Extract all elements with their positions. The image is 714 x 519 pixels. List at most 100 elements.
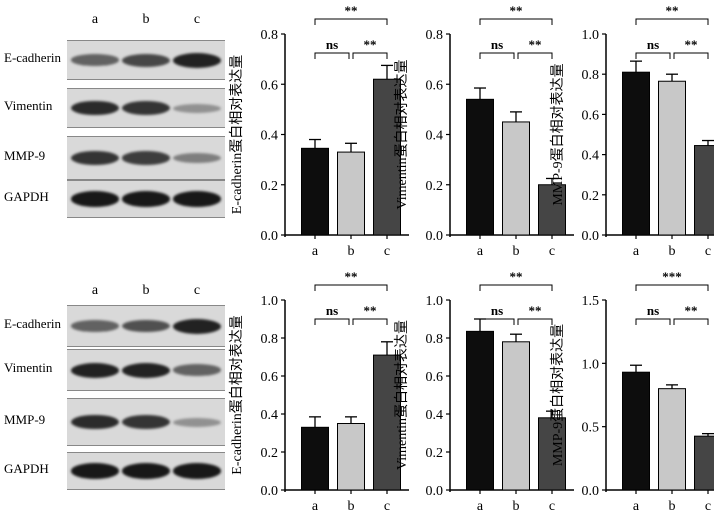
- blot-protein-label: GAPDH: [4, 461, 49, 476]
- y-tick-label: 1.0: [426, 294, 444, 309]
- blot-strip: [67, 88, 225, 128]
- significance-bracket: [314, 18, 388, 25]
- y-tick-label: 0.0: [261, 229, 279, 244]
- significance-bracket: [673, 52, 709, 59]
- x-tick-label: c: [549, 499, 555, 514]
- blot-strip: [67, 136, 225, 180]
- blot-band: [173, 103, 221, 113]
- y-tick-label: 1.0: [261, 294, 279, 309]
- x-tick-label: c: [549, 244, 555, 259]
- blot-band: [173, 52, 221, 68]
- significance-label: **: [364, 37, 377, 52]
- blot-band: [173, 191, 221, 207]
- y-axis-label: E-cadherin蛋白相对表达量: [229, 315, 245, 474]
- significance-label: ns: [491, 303, 503, 318]
- bar-b: [502, 121, 530, 236]
- blot-band: [122, 191, 170, 207]
- significance-bracket: [314, 318, 350, 325]
- y-tick-label: 0.0: [582, 484, 600, 499]
- significance-bracket: [479, 284, 553, 291]
- y-tick-label: 0.8: [582, 68, 600, 83]
- significance-label: ns: [647, 37, 659, 52]
- y-tick-label: 0.8: [261, 28, 279, 43]
- x-tick-label: b: [348, 244, 355, 259]
- y-tick-label: 0.0: [582, 229, 600, 244]
- y-tick-label: 0.6: [426, 78, 444, 93]
- blot-band: [173, 463, 221, 479]
- y-tick-label: 0.6: [261, 370, 279, 385]
- blot-band: [71, 362, 119, 378]
- x-tick-label: b: [513, 499, 520, 514]
- blot-protein-label: MMP-9: [4, 148, 46, 163]
- significance-label: **: [345, 269, 358, 284]
- significance-label: ns: [326, 303, 338, 318]
- x-tick-label: b: [669, 499, 676, 514]
- y-tick-label: 0.6: [582, 108, 600, 123]
- significance-label: **: [364, 303, 377, 318]
- blot-protein-label: MMP-9: [4, 412, 46, 427]
- x-tick-label: a: [633, 499, 640, 514]
- significance-label: ns: [647, 303, 659, 318]
- blot-protein-label: GAPDH: [4, 189, 49, 204]
- bar-a: [301, 147, 329, 236]
- blot-protein-label: Vimentin: [4, 360, 53, 375]
- y-tick-label: 0.2: [261, 179, 279, 194]
- blot-band: [71, 463, 119, 479]
- significance-bracket: [479, 318, 515, 325]
- bar-b: [337, 151, 365, 236]
- blot-strip: [67, 305, 225, 347]
- blot-band: [122, 151, 170, 165]
- y-tick-label: 0.0: [261, 484, 279, 499]
- blot-lane-label: a: [91, 283, 99, 298]
- y-tick-label: 0.8: [426, 28, 444, 43]
- x-tick-label: b: [669, 244, 676, 259]
- blot-strip: [67, 349, 225, 391]
- significance-label: **: [685, 37, 698, 52]
- significance-label: ns: [491, 37, 503, 52]
- blot-band: [173, 417, 221, 427]
- significance-bracket: [352, 52, 388, 59]
- significance-label: **: [510, 269, 523, 284]
- blot-strip: [67, 452, 225, 490]
- significance-bracket: [314, 52, 350, 59]
- blot-band: [122, 53, 170, 67]
- bar-c: [694, 145, 714, 236]
- y-tick-label: 0.2: [426, 446, 444, 461]
- blot-band: [71, 151, 119, 165]
- x-tick-label: c: [705, 499, 711, 514]
- bar-c: [538, 417, 566, 491]
- significance-label: **: [510, 3, 523, 18]
- y-tick-label: 0.2: [582, 189, 600, 204]
- blot-band: [71, 100, 119, 116]
- bar-a: [466, 98, 494, 236]
- bar-a: [622, 71, 650, 236]
- x-tick-label: b: [348, 499, 355, 514]
- x-tick-label: a: [312, 499, 319, 514]
- blot-protein-label: Vimentin: [4, 98, 53, 113]
- y-tick-label: 0.8: [261, 332, 279, 347]
- y-tick-label: 0.5: [582, 421, 600, 436]
- blot-protein-label: E-cadherin: [4, 316, 62, 331]
- x-tick-label: b: [513, 244, 520, 259]
- x-tick-label: a: [477, 244, 484, 259]
- y-tick-label: 0.2: [261, 446, 279, 461]
- significance-label: **: [345, 3, 358, 18]
- x-tick-label: c: [705, 244, 711, 259]
- blot-band: [71, 414, 119, 430]
- significance-bracket: [673, 318, 709, 325]
- blot-strip: [67, 40, 225, 80]
- y-axis-label: E-cadherin蛋白相对表达量: [229, 55, 245, 214]
- y-tick-label: 1.0: [582, 357, 600, 372]
- blot-band: [71, 54, 119, 66]
- y-tick-label: 0.4: [261, 408, 279, 423]
- y-tick-label: 0.6: [261, 78, 279, 93]
- significance-bracket: [635, 18, 709, 25]
- y-axis-label: MMP-9蛋白相对表达量: [550, 324, 566, 466]
- bar-b: [502, 341, 530, 491]
- x-tick-label: c: [384, 244, 390, 259]
- blot-band: [173, 364, 221, 376]
- y-tick-label: 0.0: [426, 229, 444, 244]
- blot-band: [122, 463, 170, 479]
- significance-label: **: [685, 303, 698, 318]
- y-tick-label: 0.0: [426, 484, 444, 499]
